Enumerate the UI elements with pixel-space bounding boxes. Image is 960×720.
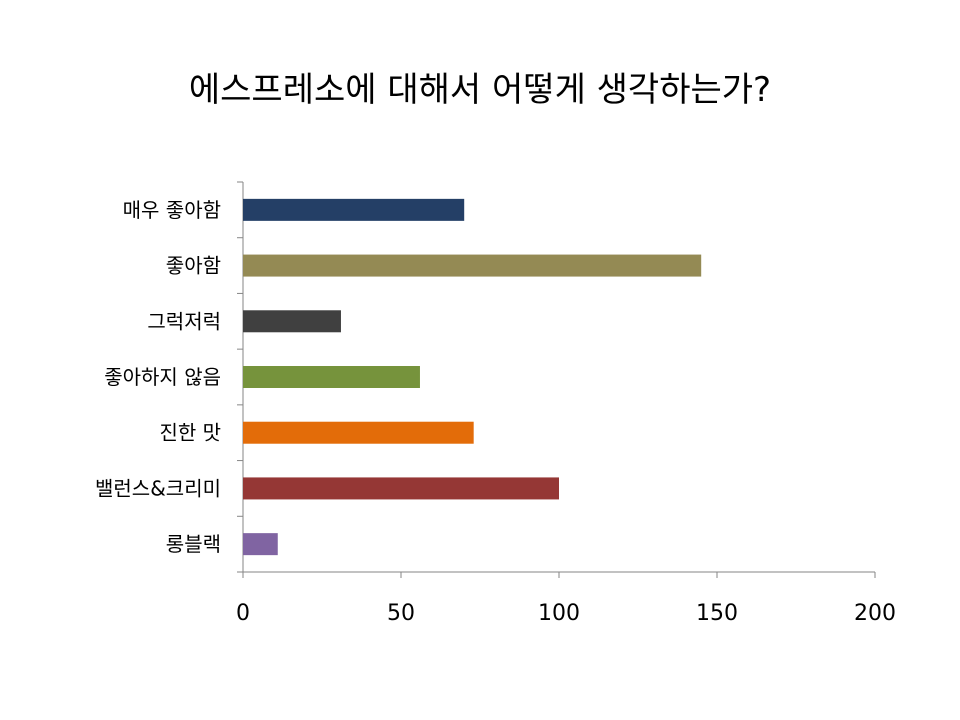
bar [243, 254, 702, 277]
category-label: 밸런스&크리미 [95, 476, 221, 500]
chart-title: 에스프레소에 대해서 어떻게 생각하는가? [188, 70, 772, 110]
bars [243, 198, 702, 556]
category-label: 그럭저럭 [147, 309, 221, 333]
tick-labels: 0 50 100 150 200 [236, 601, 896, 626]
x-tick-label: 0 [236, 601, 250, 626]
bar [243, 198, 465, 221]
bar [243, 310, 341, 333]
x-tick-label: 150 [696, 601, 738, 626]
category-label: 매우 좋아함 [123, 198, 221, 222]
bar [243, 533, 278, 556]
x-tick-label: 50 [387, 601, 415, 626]
x-tick-label: 200 [854, 601, 896, 626]
category-label: 롱블랙 [166, 532, 221, 556]
bar [243, 477, 559, 500]
category-label: 좋아함 [166, 254, 221, 278]
bar [243, 421, 474, 444]
x-tick-label: 100 [538, 601, 580, 626]
category-label: 좋아하지 않음 [104, 365, 221, 389]
category-label: 진한 맛 [159, 421, 221, 445]
bar [243, 366, 420, 388]
